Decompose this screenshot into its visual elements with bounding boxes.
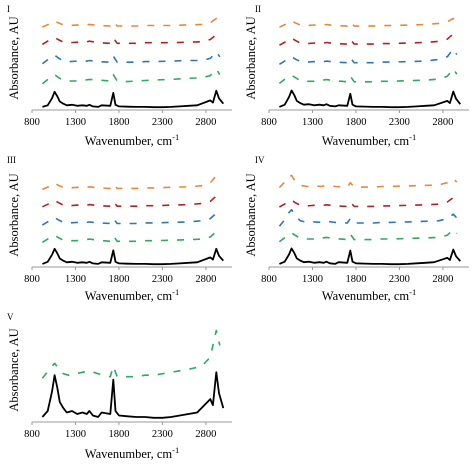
x-tick-label: 1300 [302,274,323,285]
panel-label: I [7,4,10,14]
x-tick-label: 1300 [65,117,86,128]
x-ticks: 800 1300 1800 2300 2800 [261,267,453,285]
series-line-1 [278,228,458,243]
series-line-0 [279,89,462,109]
chart-svg: III Absorbance, AU 800 1300 1800 2300 2800 W… [7,155,232,303]
x-tick-label: 2800 [195,274,216,285]
panel-label: II [255,4,261,14]
series-group [278,17,462,109]
x-tick-label: 800 [24,274,40,285]
x-ticks: 800 1300 1800 2300 2800 [24,267,216,285]
plot-area: 800 1300 1800 2300 2800 [24,329,232,440]
series-line-1 [278,67,458,85]
x-tick-label: 2300 [152,429,173,440]
x-tick-label: 1800 [108,429,129,440]
plot-area: 800 1300 1800 2300 2800 [24,17,232,128]
y-axis-label: Absorbance, AU [7,328,21,411]
series-line-4 [42,17,221,28]
x-axis-label: Wavenumber, cm-1 [85,445,179,461]
x-ticks: 800 1300 1800 2300 2800 [261,110,453,128]
x-tick-label: 1300 [65,274,86,285]
panel-V: V Absorbance, AU 800 1300 1800 2300 2800 Wav… [0,312,237,470]
y-axis-label: Absorbance, AU [7,16,21,99]
x-tick-label: 2300 [389,274,410,285]
series-line-4 [278,174,458,189]
x-axis-label: Wavenumber, cm-1 [85,132,179,148]
series-line-0 [42,247,224,266]
panel-II: II Absorbance, AU 800 1300 1800 2300 2800 Wa… [237,0,474,157]
chart-svg: II Absorbance, AU 800 1300 1800 2300 2800 Wa… [244,4,469,148]
x-tick-label: 2800 [432,274,453,285]
series-group [41,17,225,109]
plot-area: 800 1300 1800 2300 2800 [261,17,469,128]
x-tick-label: 2300 [152,117,173,128]
x-axis-label: Wavenumber, cm-1 [322,132,416,148]
series-line-3 [41,33,221,46]
series-line-0 [279,247,461,266]
x-tick-label: 800 [24,429,40,440]
series-line-2 [278,208,458,227]
series-line-0 [42,89,225,109]
x-tick-label: 1300 [302,117,323,128]
series-line-2 [41,212,221,226]
x-tick-label: 2300 [152,274,173,285]
x-tick-label: 1800 [345,117,366,128]
series-line-3 [42,195,221,208]
series-line-1 [41,329,221,379]
x-ticks: 800 1300 1800 2300 2800 [24,110,216,128]
series-line-0 [41,371,225,419]
panel-label: IV [255,155,265,165]
panel-I: I Absorbance, AU 800 1300 1800 2300 2800 Wav… [0,0,237,157]
x-tick-label: 2300 [389,117,410,128]
series-group [278,174,461,266]
x-tick-label: 800 [24,117,40,128]
y-axis-label: Absorbance, AU [7,173,21,256]
x-tick-label: 2800 [432,117,453,128]
series-line-1 [41,230,221,243]
series-line-4 [42,174,221,191]
panel-label: V [7,312,14,322]
panel-label: III [7,155,16,165]
x-axis-label: Wavenumber, cm-1 [322,287,416,303]
panel-III: III Absorbance, AU 800 1300 1800 2300 2800 W… [0,155,237,312]
panel-IV: IV Absorbance, AU 800 1300 1800 2300 2800 Wa… [237,155,474,312]
x-tick-label: 1800 [108,117,129,128]
series-line-4 [279,17,458,28]
x-tick-label: 1800 [108,274,129,285]
series-line-1 [41,68,221,85]
x-axis-label: Wavenumber, cm-1 [85,287,179,303]
chart-svg: IV Absorbance, AU 800 1300 1800 2300 2800 Wa… [244,155,469,303]
chart-svg: I Absorbance, AU 800 1300 1800 2300 2800 Wav… [7,4,232,148]
series-line-2 [278,48,458,65]
series-line-2 [41,51,221,65]
x-tick-label: 1300 [65,429,86,440]
x-tick-label: 1800 [345,274,366,285]
x-tick-label: 800 [261,117,277,128]
x-tick-label: 2800 [195,429,216,440]
x-tick-label: 2800 [195,117,216,128]
x-tick-label: 800 [261,274,277,285]
y-axis-label: Absorbance, AU [244,173,258,256]
y-axis-label: Absorbance, AU [244,16,258,99]
series-group [41,174,224,266]
x-ticks: 800 1300 1800 2300 2800 [24,422,216,440]
series-line-3 [279,196,458,208]
series-group [41,329,225,419]
plot-area: 800 1300 1800 2300 2800 [24,174,232,285]
plot-area: 800 1300 1800 2300 2800 [261,174,469,285]
series-line-3 [279,33,458,46]
chart-svg: V Absorbance, AU 800 1300 1800 2300 2800 Wav… [7,312,232,461]
